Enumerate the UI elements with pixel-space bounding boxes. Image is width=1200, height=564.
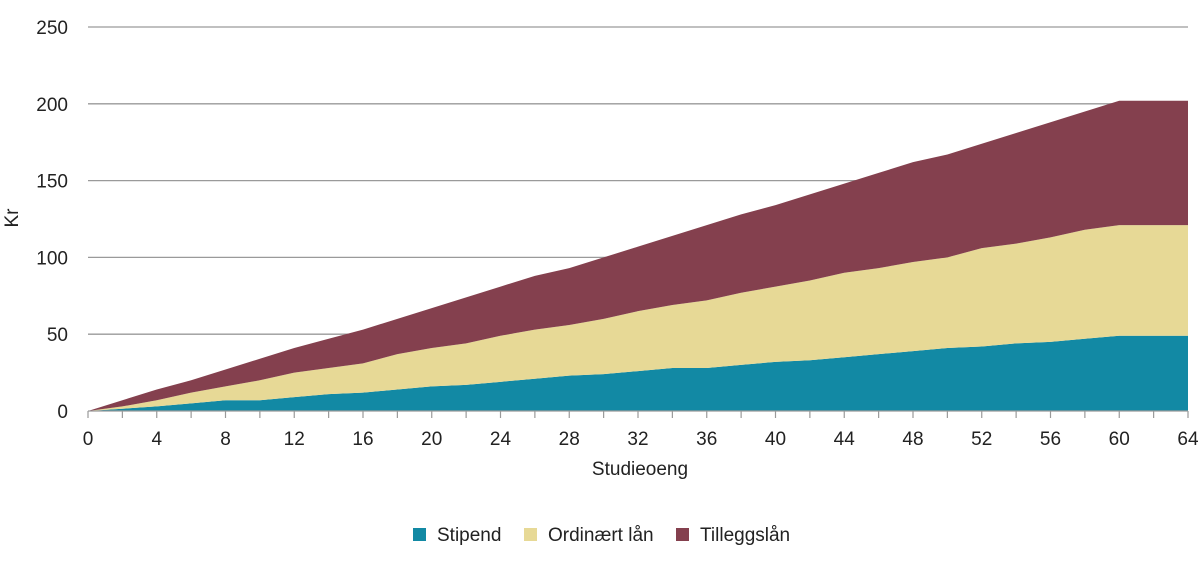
y-tick-label: 250 xyxy=(36,18,68,39)
x-tick-label: 48 xyxy=(902,429,923,450)
y-tick-label: 0 xyxy=(57,402,68,423)
area-ordin-rt-l-n xyxy=(88,225,1188,411)
x-tick-label: 40 xyxy=(765,429,786,450)
x-tick-label: 24 xyxy=(490,429,512,450)
x-tick-label: 0 xyxy=(83,429,94,450)
y-axis-label: Kr xyxy=(2,208,23,228)
x-tick-label: 52 xyxy=(971,429,992,450)
x-tick-label: 36 xyxy=(696,429,717,450)
x-tick-label: 60 xyxy=(1109,429,1130,450)
area-stipend xyxy=(88,335,1188,411)
x-tick-label: 28 xyxy=(559,429,580,450)
x-tick-label: 56 xyxy=(1040,429,1061,450)
legend-swatch xyxy=(413,528,426,541)
x-tick-label: 64 xyxy=(1177,429,1199,450)
y-tick-label: 200 xyxy=(36,95,68,116)
x-tick-label: 32 xyxy=(627,429,648,450)
y-tick-label: 50 xyxy=(47,325,68,346)
legend-swatch xyxy=(524,528,537,541)
x-axis-label: Studieoeng xyxy=(592,459,688,480)
legend: Stipend Ordinært lån Tilleggslån xyxy=(413,525,790,546)
x-tick-label: 16 xyxy=(352,429,373,450)
x-tick-label: 44 xyxy=(834,429,856,450)
x-tick-label: 12 xyxy=(284,429,305,450)
legend-label: Tilleggslån xyxy=(700,525,790,546)
y-tick-label: 150 xyxy=(36,172,68,193)
legend-swatch xyxy=(676,528,689,541)
legend-label: Ordinært lån xyxy=(548,525,654,546)
y-tick-label: 100 xyxy=(36,248,68,269)
legend-label: Stipend xyxy=(437,525,501,546)
x-tick-label: 8 xyxy=(220,429,231,450)
area-tilleggsl-n xyxy=(88,100,1188,411)
x-tick-label: 4 xyxy=(151,429,162,450)
x-tick-label: 20 xyxy=(421,429,442,450)
